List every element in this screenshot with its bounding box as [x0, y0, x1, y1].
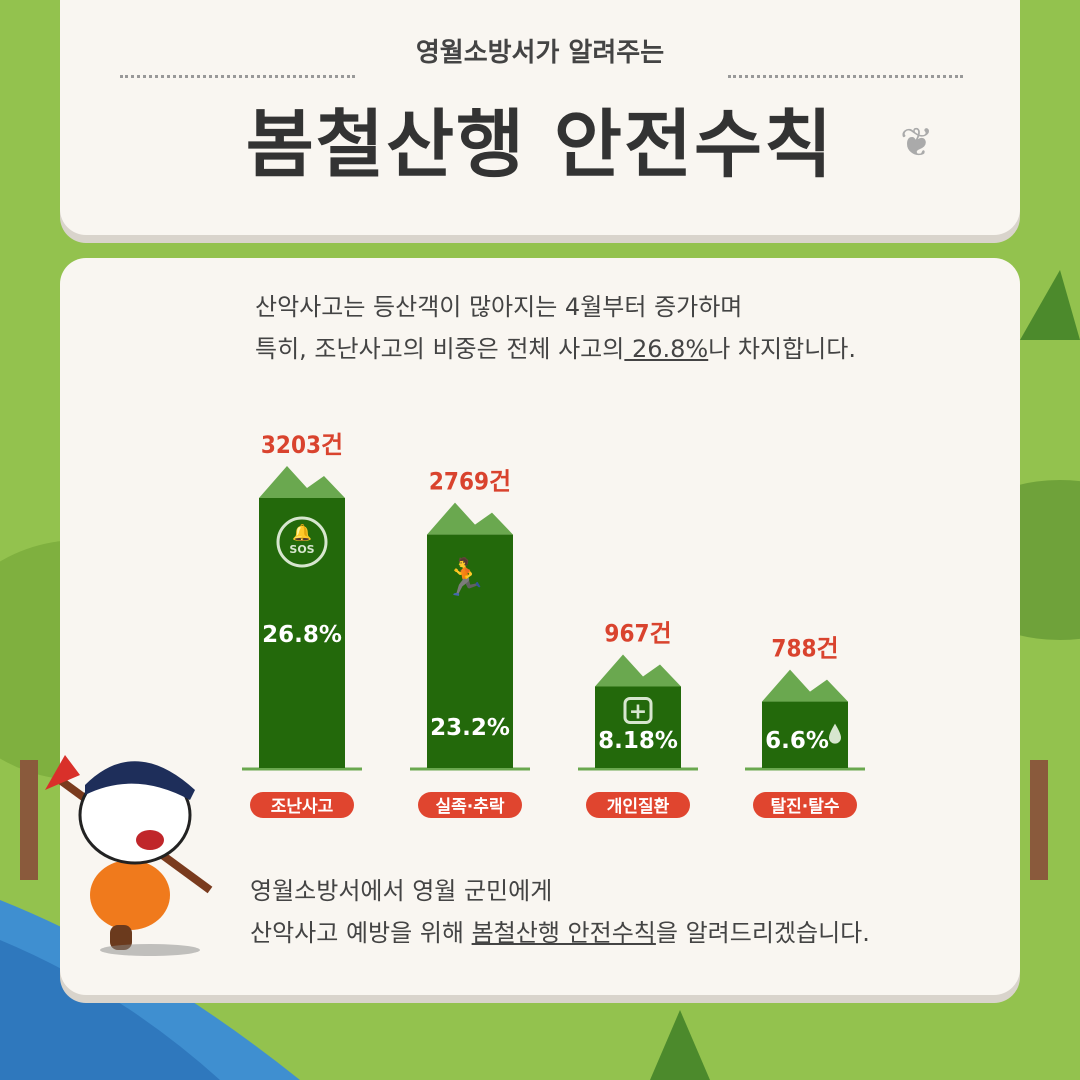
intro-line-2-end: 나 차지합니다. [708, 335, 856, 363]
bar [427, 534, 513, 768]
intro-line-1: 산악사고는 등산객이 많아지는 4월부터 증가하며 [255, 293, 743, 321]
category-pill [418, 792, 522, 818]
firefighter-tiger-mascot [45, 755, 213, 956]
content-card: 산악사고는 등산객이 많아지는 4월부터 증가하며 특히, 조난사고의 비중은 … [60, 258, 1020, 995]
percent-label: 6.6% [765, 728, 829, 754]
plus-glyph: + [629, 699, 647, 724]
subtitle: 영월소방서가 알려주는 [415, 38, 665, 68]
bar [595, 686, 681, 768]
value-label: 967건 [604, 619, 671, 647]
outro-line-1: 영월소방서에서 영월 군민에게 [250, 877, 553, 905]
water-drop-icon [829, 723, 841, 744]
intro-text: 산악사고는 등산객이 많아지는 4월부터 증가하며 특히, 조난사고의 비중은 … [255, 286, 856, 370]
category-label: 개인질환 [607, 796, 670, 817]
value-label: 788건 [771, 635, 838, 663]
falling-person-icon: 🏃 [443, 557, 488, 599]
category-pill [753, 792, 857, 818]
divider [120, 75, 355, 78]
page-title: 봄철산행 안전수칙 [245, 102, 835, 188]
category-label: 조난사고 [271, 797, 334, 817]
bell-glyph: 🔔 [292, 523, 312, 542]
category-pill [250, 792, 354, 818]
divider [728, 75, 963, 78]
percent-label: 8.18% [598, 728, 678, 754]
outro-line-2: 산악사고 예방을 위해 [250, 919, 472, 947]
percent-label: 26.8% [262, 622, 342, 648]
header-card: 영월소방서가 알려주는 봄철산행 안전수칙 ❦ [60, 0, 1020, 235]
mountain-top [427, 502, 513, 535]
first-aid-icon [623, 696, 653, 724]
category-label: 실족·추락 [435, 797, 504, 817]
percent-label: 23.2% [430, 715, 510, 741]
value-label: 2769건 [429, 468, 511, 496]
mountain-top [595, 654, 681, 687]
mountain-top [259, 466, 345, 498]
outro-text: 영월소방서에서 영월 군민에게 산악사고 예방을 위해 봄철산행 안전수칙을 알… [250, 870, 870, 954]
category-pill [586, 792, 690, 818]
bar [259, 498, 345, 768]
intro-highlight: 26.8% [624, 335, 709, 363]
leaf-icon: ❦ [900, 120, 934, 166]
mountain-top [762, 669, 848, 702]
sos-text: SOS [289, 543, 314, 556]
intro-line-2: 특히, 조난사고의 비중은 전체 사고의 [255, 335, 625, 363]
outro-highlight: 봄철산행 안전수칙 [471, 919, 656, 947]
value-label: 3203건 [261, 431, 343, 459]
sos-bell-icon [276, 516, 328, 568]
outro-line-2-end: 을 알려드리겠습니다. [655, 919, 870, 947]
category-label: 탈진·탈수 [770, 796, 839, 817]
